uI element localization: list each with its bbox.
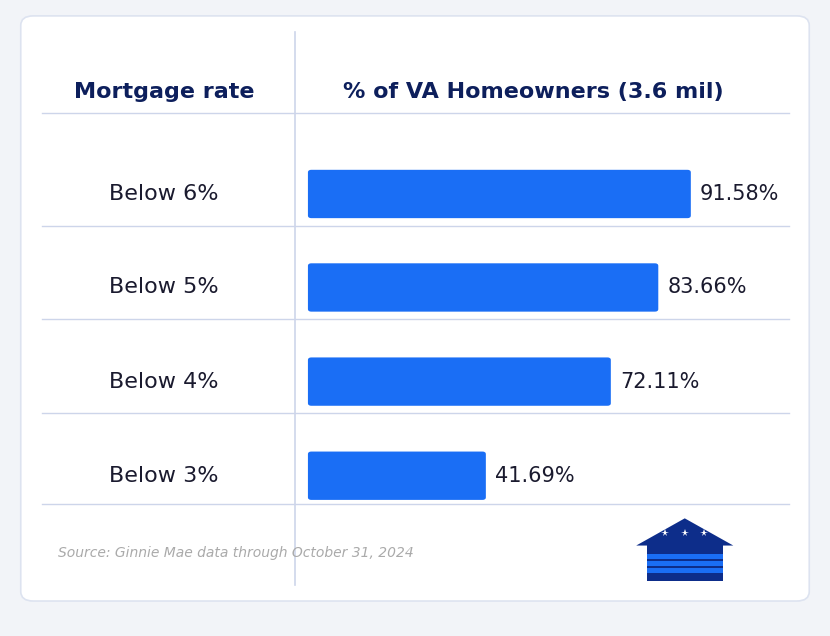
FancyBboxPatch shape	[308, 170, 691, 218]
Polygon shape	[636, 518, 734, 546]
Text: Below 6%: Below 6%	[110, 184, 218, 204]
FancyBboxPatch shape	[647, 554, 722, 559]
FancyBboxPatch shape	[647, 561, 722, 566]
Text: 72.11%: 72.11%	[620, 371, 700, 392]
FancyBboxPatch shape	[647, 568, 722, 573]
Text: % of VA Homeowners (3.6 mil): % of VA Homeowners (3.6 mil)	[343, 82, 724, 102]
FancyBboxPatch shape	[308, 357, 611, 406]
Text: Below 4%: Below 4%	[110, 371, 218, 392]
Text: 41.69%: 41.69%	[495, 466, 574, 486]
Text: Below 3%: Below 3%	[110, 466, 218, 486]
Text: Mortgage rate: Mortgage rate	[74, 82, 254, 102]
Text: 91.58%: 91.58%	[700, 184, 779, 204]
FancyBboxPatch shape	[308, 452, 486, 500]
Text: 83.66%: 83.66%	[667, 277, 747, 298]
Text: Source: Ginnie Mae data through October 31, 2024: Source: Ginnie Mae data through October …	[58, 546, 414, 560]
Text: Below 5%: Below 5%	[109, 277, 219, 298]
FancyBboxPatch shape	[647, 544, 722, 581]
FancyBboxPatch shape	[308, 263, 658, 312]
FancyBboxPatch shape	[21, 16, 809, 601]
